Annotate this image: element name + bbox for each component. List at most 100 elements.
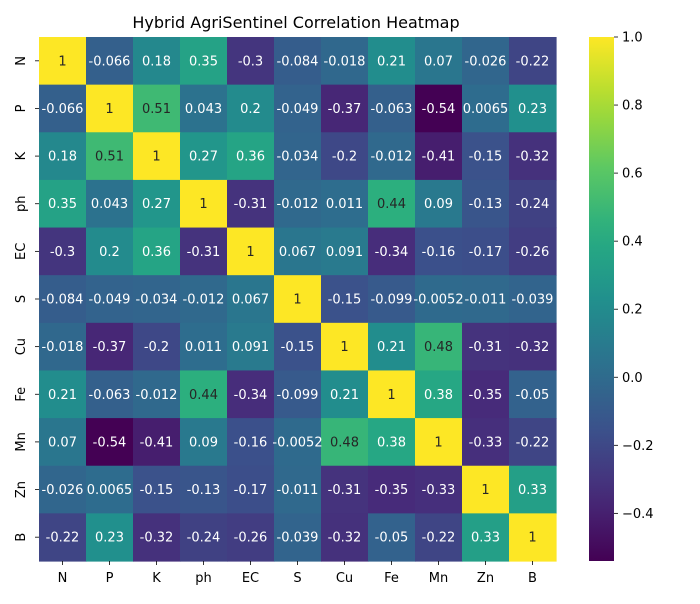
heatmap-cell-EC-Cu — [321, 227, 369, 276]
cell-value-label: -0.066 — [42, 102, 84, 117]
heatmap-cell-Zn-N — [39, 465, 87, 514]
heatmap-cells — [39, 37, 557, 562]
cell-value-label: 0.33 — [471, 531, 500, 546]
cell-value-label: 0.09 — [189, 435, 218, 450]
heatmap-cell-K-Zn — [462, 132, 510, 181]
cell-value-label: 0.21 — [377, 54, 406, 69]
cell-value-label: -0.099 — [277, 388, 319, 403]
cell-value-label: -0.063 — [89, 388, 131, 403]
cell-value-label: -0.026 — [42, 483, 84, 498]
heatmap-cell-N-Cu — [321, 37, 369, 86]
heatmap-cell-N-ph — [180, 37, 228, 86]
cell-value-label: -0.24 — [187, 531, 221, 546]
cell-value-label: -0.018 — [324, 54, 366, 69]
heatmap-cell-K-ph — [180, 132, 228, 181]
heatmap-cell-Fe-Zn — [462, 370, 510, 419]
heatmap-cell-Mn-Mn — [415, 418, 463, 467]
heatmap-cell-B-B — [509, 513, 557, 562]
cell-value-label: 0.067 — [279, 245, 316, 260]
heatmap-cell-EC-P — [86, 227, 134, 276]
heatmap-cell-Zn-K — [133, 465, 181, 514]
cell-value-label: 0.011 — [185, 340, 222, 355]
heatmap-cell-B-Mn — [415, 513, 463, 562]
cell-value-label: -0.15 — [140, 483, 174, 498]
heatmap-cell-ph-ph — [180, 179, 228, 229]
cell-value-label: -0.066 — [89, 54, 131, 69]
cell-value-label: 0.35 — [189, 54, 218, 69]
heatmap-cell-P-Zn — [462, 84, 510, 133]
cell-value-label: 0.0065 — [463, 102, 509, 117]
cell-value-label: -0.05 — [516, 388, 550, 403]
x-tick-label: EC — [242, 571, 259, 586]
cell-value-label: 1 — [293, 293, 301, 308]
cell-value-label: 0.23 — [95, 531, 124, 546]
y-tick-label: S — [14, 295, 29, 303]
cell-value-label: -0.22 — [46, 531, 80, 546]
heatmap-cell-Fe-ph — [180, 370, 228, 419]
heatmap-cell-Mn-S — [274, 418, 322, 467]
heatmap-cell-Mn-Zn — [462, 418, 510, 467]
heatmap-cell-S-Cu — [321, 275, 369, 324]
heatmap-cell-P-P — [86, 84, 134, 133]
cell-value-label: -0.32 — [516, 150, 550, 165]
cell-value-label: -0.33 — [422, 483, 456, 498]
heatmap-cell-P-Mn — [415, 84, 463, 133]
cell-value-label: 1 — [387, 388, 395, 403]
cell-value-label: 0.33 — [518, 483, 547, 498]
heatmap-cell-K-K — [133, 132, 181, 181]
heatmap-cell-P-K — [133, 84, 181, 133]
heatmap-cell-Mn-P — [86, 418, 134, 467]
cell-value-label: -0.24 — [516, 197, 550, 212]
cell-value-label: -0.2 — [332, 150, 357, 165]
heatmap-cell-Zn-P — [86, 465, 134, 514]
cell-value-label: 0.44 — [377, 197, 406, 212]
heatmap-cell-EC-Mn — [415, 227, 463, 276]
heatmap-cell-S-N — [39, 275, 87, 324]
heatmap-cell-N-N — [39, 37, 87, 86]
heatmap-cell-B-Zn — [462, 513, 510, 562]
cell-value-label: -0.31 — [234, 197, 268, 212]
cell-value-label: -0.099 — [371, 293, 413, 308]
cell-value-label: -0.26 — [516, 245, 550, 260]
cell-value-label: 0.18 — [142, 54, 171, 69]
heatmap-cell-N-K — [133, 37, 181, 86]
cell-value-label: -0.039 — [277, 531, 319, 546]
heatmap-cell-S-Mn — [415, 275, 463, 324]
cell-value-label: -0.15 — [281, 340, 315, 355]
x-tick-label: P — [106, 571, 114, 586]
cell-value-label: -0.15 — [469, 150, 503, 165]
heatmap-cell-Zn-S — [274, 465, 322, 514]
heatmap-cell-Cu-Mn — [415, 322, 463, 372]
heatmap-cell-P-N — [39, 84, 87, 133]
heatmap-cell-Zn-ph — [180, 465, 228, 514]
heatmap-cell-Cu-P — [86, 322, 134, 372]
cell-value-label: -0.26 — [234, 531, 268, 546]
colorbar-tick-label: 0.2 — [622, 303, 643, 318]
cell-value-label: 0.35 — [48, 197, 77, 212]
cell-value-label: 0.043 — [91, 197, 128, 212]
x-tick-label: S — [293, 571, 301, 586]
heatmap-cell-P-EC — [227, 84, 275, 133]
cell-value-label: -0.22 — [516, 54, 550, 69]
cell-value-label: 0.091 — [326, 245, 363, 260]
colorbar-tick-label: 0.8 — [622, 99, 643, 114]
cell-value-label: -0.41 — [140, 435, 174, 450]
heatmap-cell-B-ph — [180, 513, 228, 562]
heatmap-cell-S-B — [509, 275, 557, 324]
cell-value-label: 0.36 — [236, 150, 265, 165]
heatmap-cell-N-Fe — [368, 37, 416, 86]
heatmap-cell-ph-P — [86, 179, 134, 229]
heatmap-cell-Mn-Cu — [321, 418, 369, 467]
x-tick-label: Zn — [477, 571, 494, 586]
heatmap-cell-N-Zn — [462, 37, 510, 86]
cell-value-label: -0.37 — [328, 102, 362, 117]
heatmap-cell-EC-Zn — [462, 227, 510, 276]
colorbar-tick-label: −0.4 — [622, 507, 654, 522]
heatmap-cell-Cu-ph — [180, 322, 228, 372]
cell-value-label: -0.026 — [465, 54, 507, 69]
cell-value-label: 0.09 — [424, 197, 453, 212]
heatmap-cell-ph-B — [509, 179, 557, 229]
heatmap-cell-K-B — [509, 132, 557, 181]
heatmap-cell-K-N — [39, 132, 87, 181]
heatmap-cell-N-S — [274, 37, 322, 86]
